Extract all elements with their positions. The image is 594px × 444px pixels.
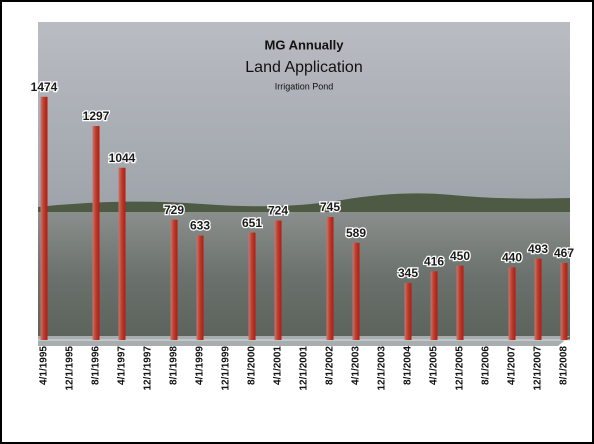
bar — [119, 168, 126, 340]
data-label: 450 — [450, 249, 470, 263]
data-label: 493 — [528, 242, 548, 256]
chart-annotation: Irrigation Pond — [275, 81, 334, 91]
x-tick-label: 4/1/2005 — [429, 346, 440, 385]
x-tick-label: 12/1/2005 — [455, 346, 466, 391]
bar — [431, 271, 438, 340]
bar — [93, 126, 100, 340]
x-tick-label: 4/1/2001 — [273, 346, 284, 385]
data-label: 729 — [164, 203, 184, 217]
chart-title: MG Annually — [265, 37, 345, 52]
data-label: 1297 — [83, 109, 110, 123]
x-tick-label: 8/1/2008 — [559, 346, 570, 385]
x-tick-label: 12/1/2007 — [533, 346, 544, 391]
x-tick-label: 4/1/1995 — [39, 346, 50, 385]
bar — [41, 97, 48, 340]
chart-subtitle: Land Application — [245, 59, 362, 76]
data-label: 345 — [398, 266, 418, 280]
bar — [561, 263, 568, 340]
bar — [249, 233, 256, 340]
x-tick-label: 12/1/2001 — [299, 346, 310, 391]
bar — [405, 283, 412, 340]
x-tick-label: 8/1/1996 — [91, 346, 102, 385]
x-tick-label: 4/1/2003 — [351, 346, 362, 385]
data-label: 589 — [346, 226, 366, 240]
slide: MG Annually Land Application Irrigation … — [0, 0, 594, 444]
x-tick-label: 12/1/2003 — [377, 346, 388, 391]
chart: MG Annually Land Application Irrigation … — [2, 2, 592, 442]
data-label: 633 — [190, 219, 210, 233]
x-tick-label: 8/1/2004 — [403, 346, 414, 385]
bar — [457, 266, 464, 340]
data-label: 416 — [424, 255, 444, 269]
data-label: 724 — [268, 204, 288, 218]
data-label: 467 — [554, 246, 574, 260]
data-label: 745 — [320, 200, 340, 214]
x-tick-label: 12/1/1999 — [221, 346, 232, 391]
x-tick-label: 8/1/2006 — [481, 346, 492, 385]
bar — [353, 243, 360, 340]
bar — [275, 221, 282, 340]
data-label: 1044 — [109, 151, 136, 165]
x-tick-label: 4/1/1997 — [117, 346, 128, 385]
x-tick-label: 12/1/1995 — [65, 346, 76, 391]
bar — [535, 259, 542, 340]
bar — [509, 267, 516, 340]
bar — [327, 217, 334, 340]
bar — [197, 236, 204, 340]
bar — [171, 220, 178, 340]
data-label: 1474 — [31, 80, 58, 94]
x-tick-label: 12/1/1997 — [143, 346, 154, 391]
x-tick-label: 8/1/1998 — [169, 346, 180, 385]
x-tick-label: 4/1/1999 — [195, 346, 206, 385]
data-label: 651 — [242, 216, 262, 230]
x-tick-label: 8/1/2002 — [325, 346, 336, 385]
x-tick-label: 4/1/2007 — [507, 346, 518, 385]
data-label: 440 — [502, 251, 522, 265]
x-tick-label: 8/1/2000 — [247, 346, 258, 385]
